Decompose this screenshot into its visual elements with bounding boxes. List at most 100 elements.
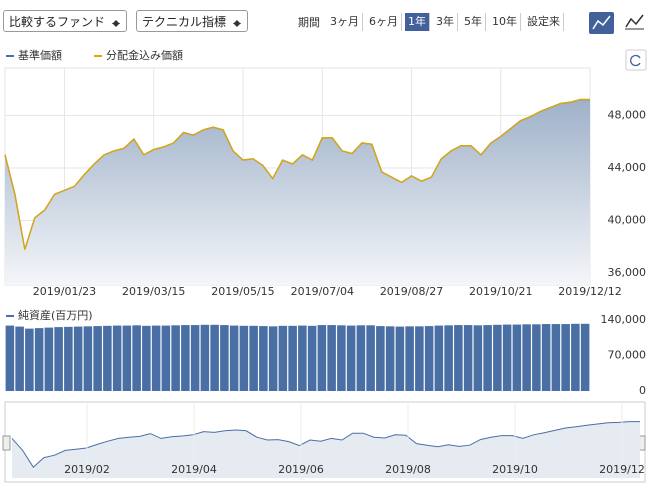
bar bbox=[15, 326, 24, 391]
legend-label: 純資産(百万円) bbox=[18, 309, 93, 322]
bar bbox=[278, 325, 288, 391]
bar bbox=[337, 325, 346, 391]
bar bbox=[532, 324, 541, 391]
legend-label: 基準価額 bbox=[18, 48, 62, 62]
bar bbox=[171, 325, 180, 391]
bar bbox=[561, 324, 570, 391]
bar bbox=[434, 325, 444, 391]
x-tick-label: 2019/05/15 bbox=[211, 285, 274, 298]
bar bbox=[161, 325, 171, 391]
bar bbox=[132, 325, 141, 391]
x-tick-label: 2019/12/12 bbox=[558, 285, 621, 298]
compare-select[interactable]: 比較するファンド bbox=[3, 10, 127, 32]
bar bbox=[317, 325, 327, 391]
navigator-handle[interactable] bbox=[2, 435, 11, 451]
bar bbox=[346, 325, 356, 391]
bar bbox=[571, 323, 580, 391]
bar bbox=[210, 324, 219, 391]
bar bbox=[220, 325, 229, 391]
bar bbox=[73, 326, 83, 391]
chart-icon[interactable] bbox=[589, 12, 614, 34]
bar bbox=[181, 325, 190, 391]
bar bbox=[112, 325, 122, 391]
bar bbox=[5, 325, 15, 391]
bar bbox=[239, 325, 249, 391]
x-tick-label: 2019/03/15 bbox=[122, 285, 185, 298]
period-button[interactable]: 10年 bbox=[489, 13, 521, 31]
line-icon[interactable] bbox=[625, 14, 644, 30]
bar bbox=[454, 325, 463, 391]
bar bbox=[200, 324, 210, 391]
bar bbox=[493, 324, 502, 391]
reset-button[interactable] bbox=[625, 49, 647, 71]
period-button[interactable]: 3年 bbox=[433, 13, 458, 31]
period-button[interactable]: 5年 bbox=[461, 13, 486, 31]
bar bbox=[268, 326, 278, 391]
navigator-label: 2019/10 bbox=[492, 463, 538, 476]
bar bbox=[259, 326, 268, 391]
bar bbox=[54, 327, 63, 391]
x-tick-label: 2019/01/23 bbox=[33, 285, 96, 298]
bar bbox=[366, 325, 375, 391]
bar bbox=[551, 324, 561, 391]
bar bbox=[151, 325, 161, 391]
bar bbox=[103, 325, 112, 391]
navigator-fill bbox=[12, 421, 640, 478]
bar bbox=[190, 325, 200, 391]
y-tick-label: 70,000 bbox=[608, 349, 647, 362]
bar bbox=[580, 323, 590, 391]
bar bbox=[327, 325, 336, 391]
navigator-label: 2019/04 bbox=[171, 463, 217, 476]
navigator-label: 2019/06 bbox=[278, 463, 324, 476]
navigator-label: 2019/12 bbox=[599, 463, 645, 476]
series-line bbox=[4, 98, 590, 250]
x-tick-label: 2019/07/04 bbox=[291, 285, 354, 298]
indicator-select[interactable]: テクニカル指標 bbox=[136, 10, 248, 32]
bar bbox=[502, 324, 512, 391]
bar bbox=[44, 327, 54, 391]
bar bbox=[249, 325, 258, 391]
bar bbox=[473, 325, 483, 391]
bar bbox=[541, 324, 551, 391]
period-button[interactable]: 6ヶ月 bbox=[366, 13, 402, 31]
y-tick-label: 40,000 bbox=[608, 214, 647, 227]
y-tick-label: 48,000 bbox=[608, 108, 647, 121]
bar bbox=[415, 326, 424, 391]
period-button[interactable]: 1年 bbox=[405, 13, 430, 31]
bar bbox=[483, 325, 492, 391]
bar bbox=[395, 326, 405, 391]
bar bbox=[405, 326, 414, 391]
bar bbox=[93, 326, 102, 391]
bar bbox=[288, 325, 297, 391]
bar bbox=[83, 326, 93, 391]
bar bbox=[512, 324, 522, 391]
bar bbox=[424, 326, 434, 391]
bar bbox=[522, 324, 531, 391]
y-tick-label: 44,000 bbox=[608, 161, 647, 174]
legend-label: 分配金込み価額 bbox=[106, 48, 183, 62]
bar bbox=[463, 325, 473, 391]
x-tick-label: 2019/10/21 bbox=[469, 285, 532, 298]
bar bbox=[298, 325, 307, 391]
bar bbox=[385, 326, 395, 391]
bar bbox=[444, 325, 453, 391]
navigator-label: 2019/02 bbox=[64, 463, 110, 476]
navigator-line bbox=[11, 421, 640, 468]
bar bbox=[25, 328, 34, 391]
bar bbox=[229, 325, 239, 391]
bar bbox=[142, 325, 151, 391]
y-tick-label: 36,000 bbox=[608, 266, 647, 279]
period-button[interactable]: 3ヶ月 bbox=[327, 13, 363, 31]
period-button[interactable]: 設定来 bbox=[524, 13, 564, 31]
bar bbox=[34, 328, 44, 391]
area-fill bbox=[5, 99, 590, 286]
x-tick-label: 2019/08/27 bbox=[380, 285, 443, 298]
navigator-label: 2019/08 bbox=[385, 463, 431, 476]
bar bbox=[64, 326, 73, 391]
bar bbox=[376, 326, 385, 391]
bar bbox=[356, 325, 366, 391]
y-tick-label: 140,000 bbox=[601, 313, 647, 326]
period-label: 期間 bbox=[298, 16, 320, 29]
